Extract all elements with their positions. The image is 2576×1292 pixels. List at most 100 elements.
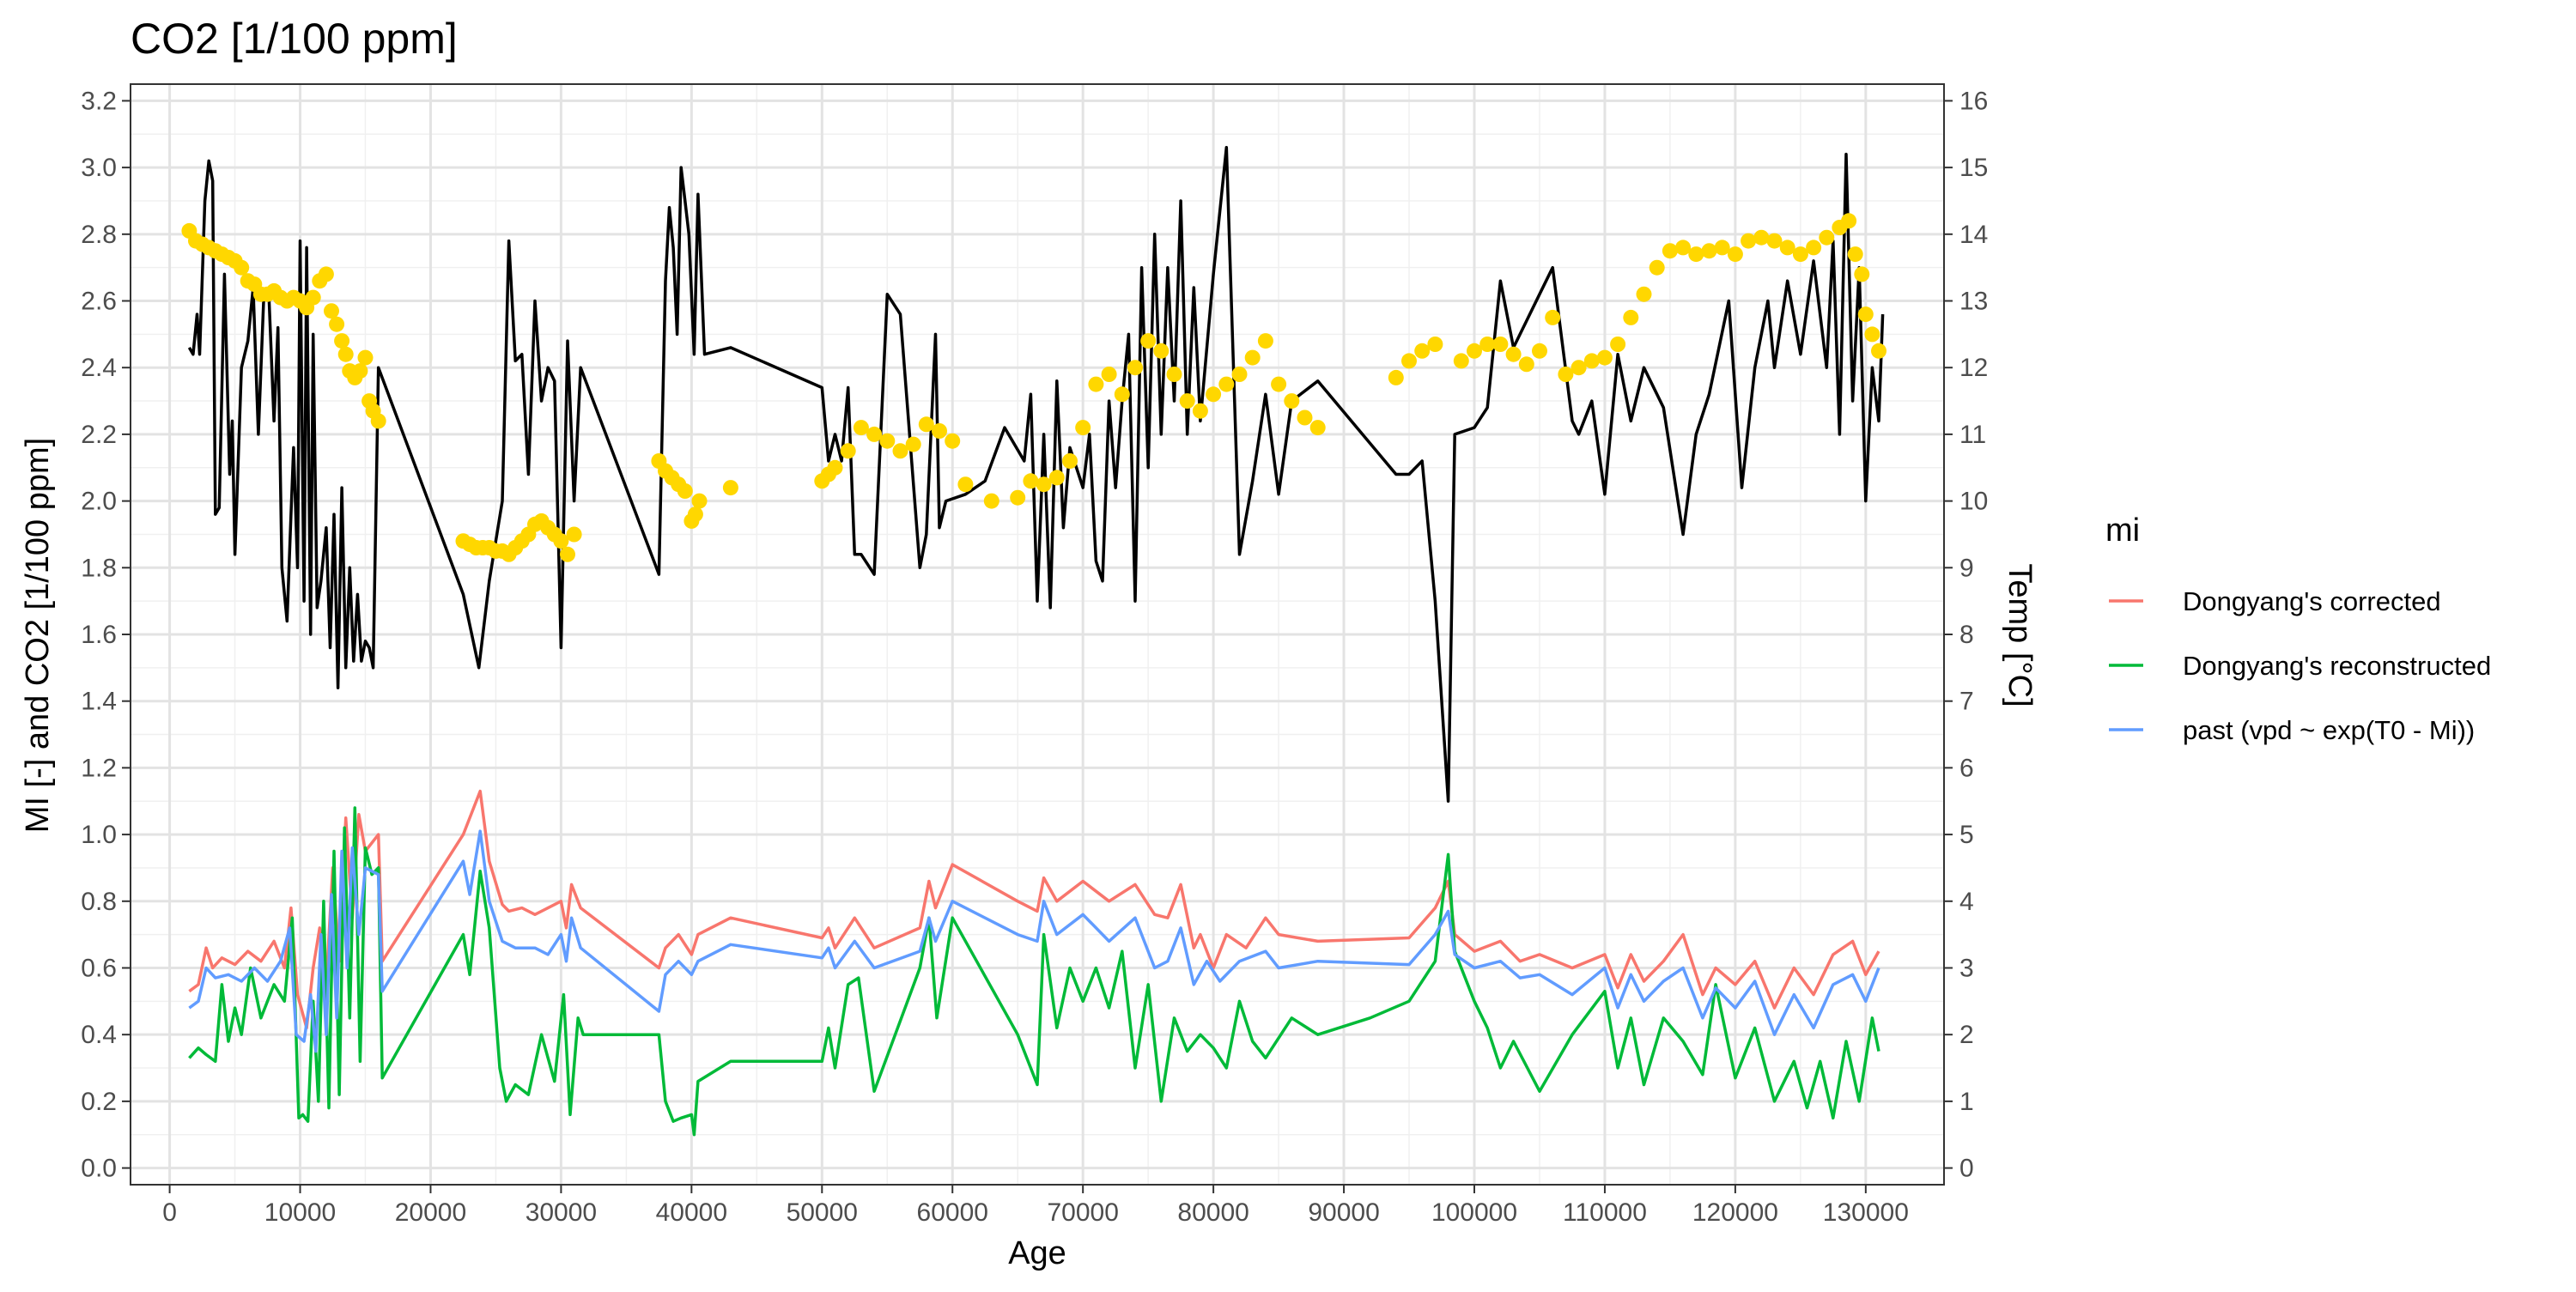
y2-tick-label: 13	[1959, 288, 1988, 316]
data-point	[1518, 356, 1534, 373]
data-point	[352, 363, 368, 379]
data-point	[1753, 229, 1770, 246]
data-point	[1492, 337, 1509, 352]
data-point	[1075, 420, 1091, 436]
data-point	[1127, 360, 1143, 376]
data-point	[945, 433, 961, 449]
data-point	[1036, 476, 1052, 493]
data-point	[1583, 353, 1600, 369]
x-tick-label: 40000	[656, 1198, 727, 1227]
data-point	[318, 266, 334, 282]
data-point	[370, 413, 386, 429]
x-tick-label: 50000	[787, 1198, 858, 1227]
x-axis-title: Age	[1008, 1235, 1066, 1271]
y2-tick-label: 6	[1959, 754, 1974, 782]
data-point	[1101, 367, 1117, 382]
data-point	[234, 259, 250, 276]
data-point	[1841, 213, 1857, 229]
data-point	[1701, 243, 1717, 259]
y-tick-label: 1.6	[81, 621, 117, 649]
data-point	[879, 433, 896, 449]
series-line-3	[187, 146, 1885, 803]
data-point	[1857, 306, 1874, 323]
data-point	[1088, 376, 1104, 392]
data-point	[853, 420, 869, 436]
data-point	[329, 316, 345, 332]
data-point	[357, 349, 374, 366]
y2-tick-label: 12	[1959, 354, 1988, 382]
data-point	[1766, 233, 1783, 249]
data-point	[1636, 286, 1652, 302]
data-point	[691, 493, 708, 509]
data-point	[1792, 246, 1808, 263]
y2-tick-label: 4	[1959, 888, 1974, 916]
data-point	[1610, 337, 1626, 352]
data-point	[1558, 367, 1574, 382]
y2-tick-label: 7	[1959, 688, 1974, 716]
data-point	[1023, 473, 1039, 489]
y2-tick-label: 16	[1959, 87, 1988, 115]
data-point	[1741, 233, 1757, 249]
data-point	[1284, 393, 1300, 409]
series-layer	[181, 146, 1886, 1137]
data-point	[1819, 229, 1835, 246]
data-point	[1244, 349, 1261, 366]
y2-tick-label: 14	[1959, 221, 1988, 249]
x-tick-label: 120000	[1692, 1198, 1778, 1227]
data-point	[1010, 489, 1026, 506]
y2-tick-label: 10	[1959, 488, 1988, 516]
data-point	[1596, 349, 1613, 366]
y-tick-label: 2.8	[81, 221, 117, 249]
data-point	[827, 459, 843, 476]
data-point	[1871, 343, 1886, 359]
data-point	[687, 506, 703, 523]
data-point	[324, 303, 339, 319]
data-point	[1806, 240, 1822, 256]
data-point	[1662, 243, 1678, 259]
series-points-4	[181, 213, 1886, 562]
data-point	[1571, 360, 1587, 376]
data-point	[1505, 346, 1522, 362]
data-point	[892, 443, 908, 459]
data-point	[983, 493, 999, 509]
data-point	[957, 476, 974, 493]
data-point	[1048, 470, 1065, 486]
y-tick-label: 3.2	[81, 87, 117, 115]
legend: mi Dongyang's corrected Dongyang's recons…	[2105, 513, 2491, 750]
data-point	[1206, 386, 1222, 403]
data-point	[334, 333, 350, 349]
legend-label: Dongyang's reconstructed	[2183, 651, 2491, 681]
y-tick-label: 1.2	[81, 754, 117, 782]
data-point	[1427, 337, 1443, 352]
y2-tick-label: 11	[1959, 421, 1986, 449]
data-point	[1257, 333, 1273, 349]
data-point	[1675, 240, 1692, 256]
y-tick-label: 2.0	[81, 488, 117, 516]
y2-tick-label: 9	[1959, 554, 1974, 582]
chart-title: CO2 [1/100 ppm]	[131, 15, 458, 63]
legend-entries: Dongyang's corrected Dongyang's reconstru…	[2105, 580, 2491, 750]
data-point	[1140, 333, 1157, 349]
data-point	[866, 426, 883, 442]
data-point	[560, 546, 575, 562]
data-point	[1309, 420, 1326, 436]
y2-axis-title: Temp [°C]	[2002, 563, 2038, 707]
data-point	[1271, 376, 1287, 392]
y2-tick-label: 0	[1959, 1155, 1974, 1183]
data-point	[1649, 259, 1665, 276]
y2-tick-label: 1	[1959, 1088, 1974, 1116]
data-point	[1779, 240, 1795, 256]
data-point	[1688, 246, 1704, 263]
legend-label: Dongyang's corrected	[2183, 586, 2441, 616]
y-tick-label: 2.6	[81, 288, 117, 316]
data-point	[677, 483, 693, 499]
data-point	[918, 416, 934, 433]
y-tick-label: 0.6	[81, 954, 117, 982]
y-tick-label: 1.0	[81, 821, 117, 849]
x-tick-label: 100000	[1431, 1198, 1517, 1227]
y-tick-label: 2.2	[81, 421, 117, 449]
data-point	[722, 480, 738, 496]
legend-title: mi	[2105, 513, 2140, 549]
axis-layer: 0 10000 20000 30000 40000 50000 60000 70000 8000…	[81, 87, 1988, 1227]
